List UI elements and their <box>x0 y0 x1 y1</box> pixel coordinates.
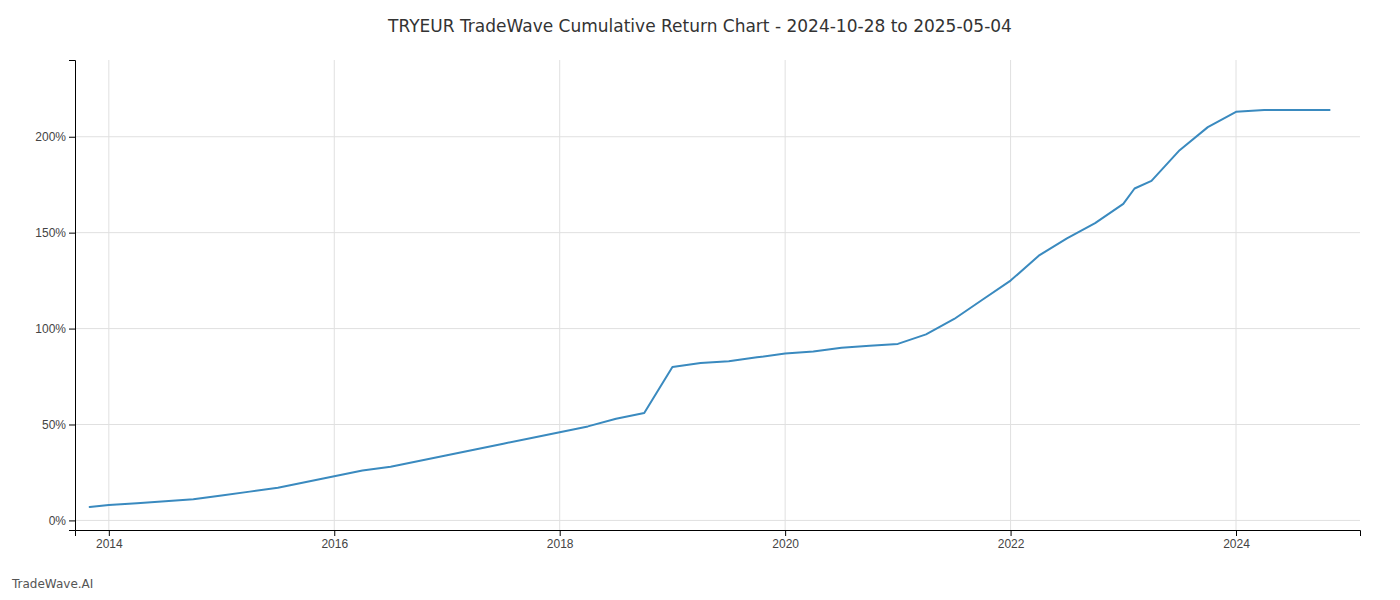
line <box>90 110 1330 507</box>
x-tick-label: 2020 <box>772 537 799 551</box>
grid-line-x <box>108 60 109 530</box>
grid-line-y <box>75 520 1360 521</box>
grid-line-x <box>334 60 335 530</box>
y-axis: 0% 50% 100% 150% 200% <box>35 61 75 531</box>
watermark: TradeWave.AI <box>11 577 93 591</box>
x-tick-label: 2014 <box>96 537 123 551</box>
x-tick: 2018 <box>547 530 574 551</box>
x-tick: 2014 <box>96 530 123 551</box>
y-tick-mark <box>69 424 75 425</box>
x-tick-mark <box>1011 530 1012 536</box>
x-axis: 2014 2016 2018 2020 2022 2024 <box>76 530 1361 551</box>
y-tick-mark <box>69 329 75 330</box>
x-tick: 2016 <box>321 530 348 551</box>
grid-line-y <box>75 232 1360 233</box>
y-tick-label: 100% <box>35 322 66 336</box>
y-tick: 100% <box>35 322 75 336</box>
x-tick-mark <box>1236 530 1237 536</box>
y-tick: 50% <box>42 418 75 432</box>
grid <box>75 60 1360 530</box>
grid-line-x <box>559 60 560 530</box>
x-tick: 2020 <box>772 530 799 551</box>
y-tick-label: 150% <box>35 226 66 240</box>
y-tick: 150% <box>35 226 75 240</box>
y-tick-mark <box>69 520 75 521</box>
x-tick: 2022 <box>998 530 1025 551</box>
y-tick-label: 0% <box>49 514 67 528</box>
grid-line-y <box>75 424 1360 425</box>
x-tick-label: 2024 <box>1223 537 1250 551</box>
y-tick: 0% <box>49 514 75 528</box>
x-tick: 2024 <box>1223 530 1250 551</box>
y-tick: 200% <box>35 130 75 144</box>
y-tick-mark <box>69 137 75 138</box>
x-tick-mark <box>560 530 561 536</box>
x-tick-label: 2022 <box>998 537 1025 551</box>
x-tick-mark <box>785 530 786 536</box>
grid-line-x <box>1010 60 1011 530</box>
plot: 2014 2016 2018 2020 2022 2024 0% 50% 100% 150% 200… <box>35 60 1360 551</box>
y-axis-line <box>69 61 76 531</box>
chart: TRYEUR TradeWave Cumulative Return Chart… <box>0 0 1400 600</box>
grid-line-y <box>75 328 1360 329</box>
x-tick-label: 2018 <box>547 537 574 551</box>
y-tick-mark <box>69 233 75 234</box>
x-tick-mark <box>334 530 335 536</box>
x-axis-line <box>76 531 1361 537</box>
grid-line-x <box>785 60 786 530</box>
y-tick-label: 200% <box>35 130 66 144</box>
title: TRYEUR TradeWave Cumulative Return Chart… <box>387 16 1012 36</box>
x-tick-mark <box>109 530 110 536</box>
grid-line-y <box>75 136 1360 137</box>
grid-line-x <box>1236 60 1237 530</box>
x-tick-label: 2016 <box>321 537 348 551</box>
y-tick-label: 50% <box>42 418 66 432</box>
marks <box>90 110 1330 507</box>
